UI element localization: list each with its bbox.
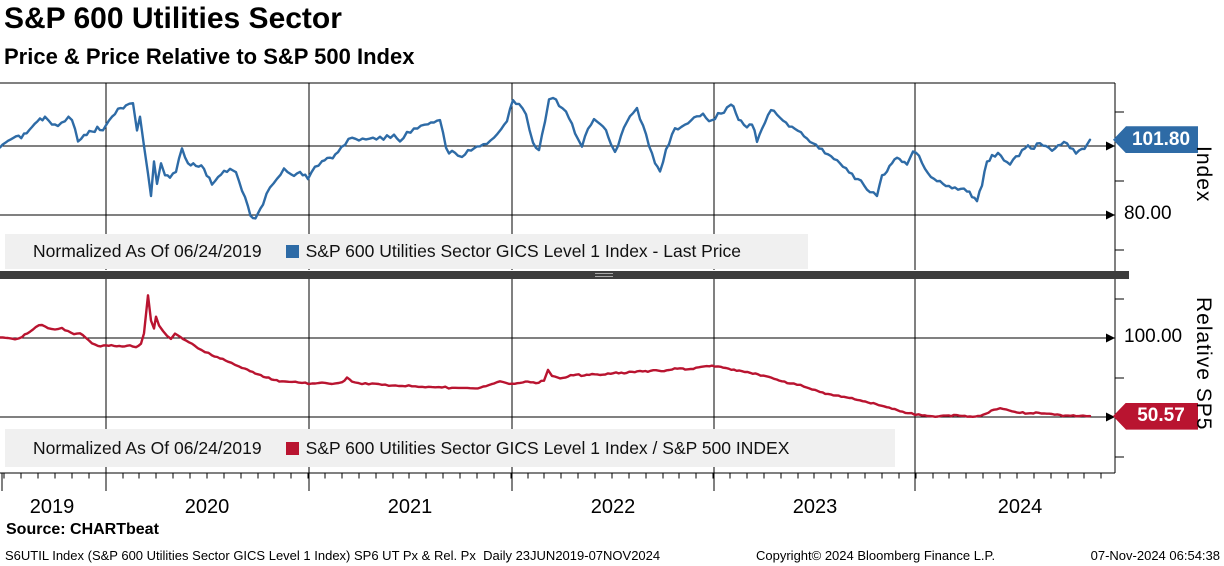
x-axis-year-label: 2020 <box>184 496 230 518</box>
normalized-note: Normalized As Of 06/24/2019 <box>33 241 262 261</box>
normalized-note: Normalized As Of 06/24/2019 <box>33 437 262 458</box>
splitter-grip-icon <box>595 273 613 274</box>
y-axis-tick-label: 80.00 <box>1124 203 1172 224</box>
x-axis-year-label: 2024 <box>997 496 1043 518</box>
splitter-grip-icon <box>595 276 613 277</box>
legend-series-relative[interactable]: S&P 600 Utilities Sector GICS Level 1 In… <box>285 437 790 459</box>
x-axis-year-label: 2019 <box>29 496 75 518</box>
x-axis-year-label: 2023 <box>792 496 838 518</box>
legend-top-panel: Normalized As Of 06/24/2019 S&P 600 Util… <box>5 234 808 269</box>
footer-copyright: Copyright© 2024 Bloomberg Finance L.P. <box>756 548 996 563</box>
page-subtitle: Price & Price Relative to S&P 500 Index <box>4 44 415 69</box>
footer-security-info: S6UTIL Index (S&P 600 Utilities Sector G… <box>5 548 661 563</box>
source-line: Source: CHARTbeat <box>6 521 159 538</box>
legend-series-label: S&P 600 Utilities Sector GICS Level 1 In… <box>305 437 790 458</box>
panel-splitter[interactable] <box>0 271 1129 279</box>
x-axis-year-label: 2021 <box>387 496 433 518</box>
last-price-flag-relative: 50.57 <box>1113 402 1198 430</box>
legend-bottom-panel: Normalized As Of 06/24/2019 S&P 600 Util… <box>5 429 895 467</box>
legend-series-label: S&P 600 Utilities Sector GICS Level 1 In… <box>305 241 742 261</box>
y-axis-tick-label: 100.00 <box>1124 326 1183 347</box>
page-title: S&P 600 Utilities Sector <box>4 2 342 35</box>
footer-timestamp: 07-Nov-2024 06:54:38 <box>1090 548 1220 563</box>
series-marker-icon <box>285 441 299 455</box>
y-axis-title-index: Index <box>1192 146 1215 203</box>
x-axis-year-label: 2022 <box>590 496 636 518</box>
legend-series-price[interactable]: S&P 600 Utilities Sector GICS Level 1 In… <box>285 241 742 262</box>
series-marker-icon <box>285 245 299 258</box>
last-price-flag-index: 101.80 <box>1113 126 1198 154</box>
y-axis-title-relative: Relative SP5 <box>1192 297 1215 431</box>
